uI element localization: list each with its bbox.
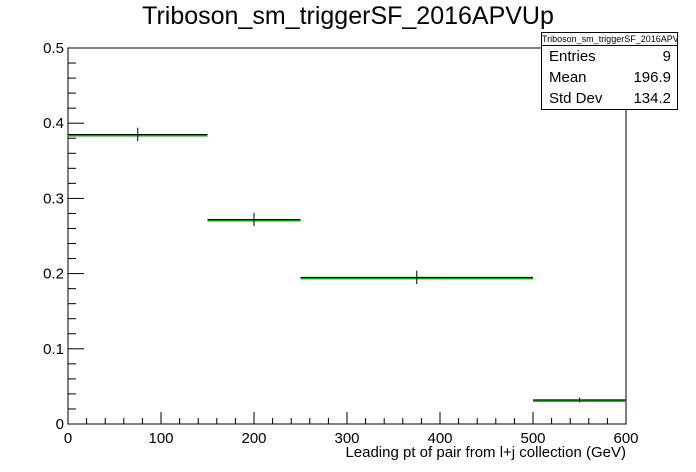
stats-mean-label: Mean (549, 69, 587, 86)
x-tick-label: 400 (427, 430, 452, 447)
y-tick-label: 0.5 (43, 40, 64, 57)
x-tick-label: 500 (520, 430, 545, 447)
stats-entries-value: 9 (662, 48, 671, 65)
x-tick-label: 300 (334, 430, 359, 447)
histogram-bin (533, 397, 626, 403)
x-axis-label: Leading pt of pair from l+j collection (… (345, 444, 626, 461)
histogram-bin (207, 212, 301, 227)
y-tick-label: 0.1 (43, 341, 64, 358)
x-tick-label: 200 (241, 430, 266, 447)
chart-title: Triboson_sm_triggerSF_2016APVUp (142, 2, 554, 30)
histogram-bin (68, 127, 208, 142)
stats-row-entries: Entries 9 (542, 46, 677, 67)
stats-row-std: Std Dev 134.2 (542, 88, 677, 109)
y-tick-label: 0 (56, 416, 64, 433)
stats-std-label: Std Dev (549, 90, 603, 107)
x-tick-label: 0 (64, 430, 72, 447)
stats-mean-value: 196.9 (633, 69, 671, 86)
histogram-bin (300, 270, 533, 285)
stats-entries-label: Entries (549, 48, 596, 65)
x-tick-label: 600 (613, 430, 638, 447)
y-tick-label: 0.4 (43, 115, 64, 132)
stats-row-mean: Mean 196.9 (542, 67, 677, 88)
stats-title: Triboson_sm_triggerSF_2016APVUp (542, 34, 677, 46)
y-tick-label: 0.3 (43, 190, 64, 207)
y-tick-label: 0.2 (43, 266, 64, 283)
stats-box: Triboson_sm_triggerSF_2016APVUp Entries … (541, 32, 678, 110)
x-tick-label: 100 (148, 430, 173, 447)
stats-std-value: 134.2 (633, 90, 671, 107)
